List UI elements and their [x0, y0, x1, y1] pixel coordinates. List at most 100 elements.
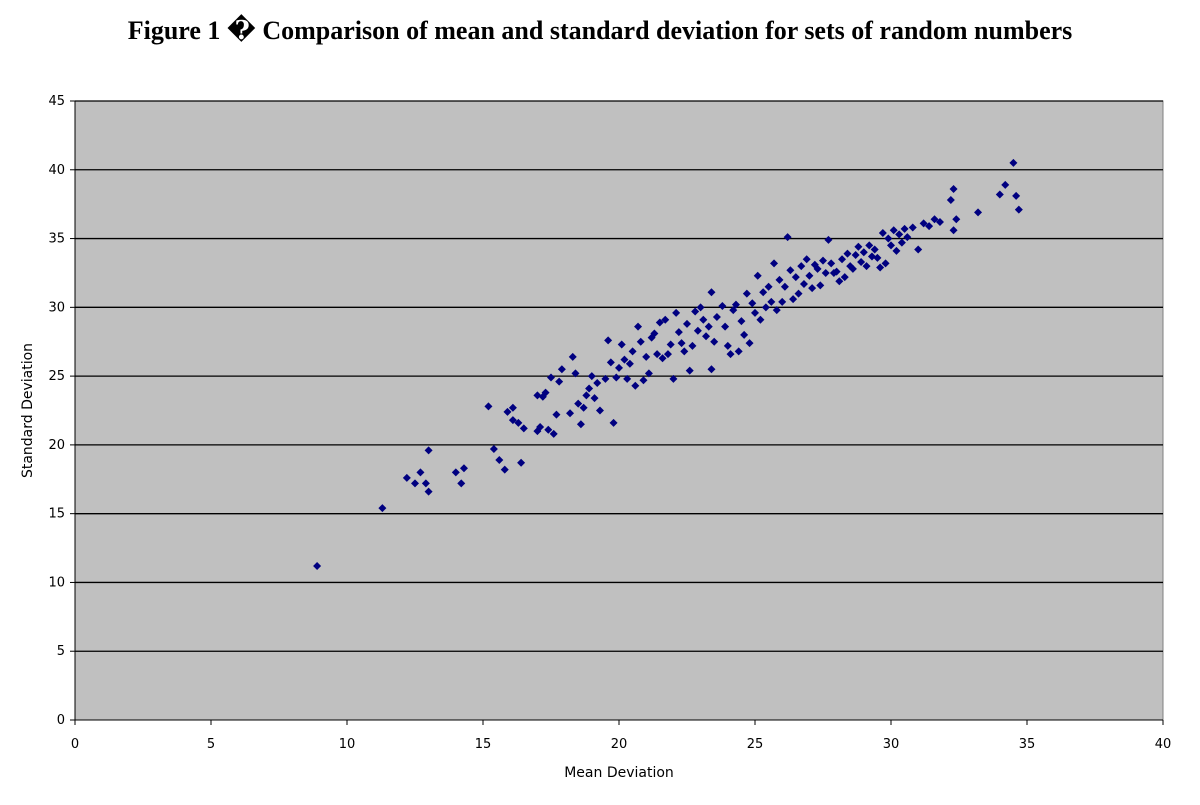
data-point: [691, 307, 700, 316]
data-point: [897, 238, 906, 247]
data-point: [780, 282, 789, 291]
data-point: [949, 185, 958, 194]
data-point: [761, 303, 770, 312]
data-point: [517, 458, 526, 467]
data-point: [544, 425, 553, 434]
data-points: [313, 158, 1023, 570]
data-point: [729, 306, 738, 315]
data-point: [615, 363, 623, 372]
data-point: [402, 473, 411, 482]
data-point: [767, 297, 776, 306]
data-point: [808, 284, 817, 293]
data-point: [707, 288, 716, 297]
data-point: [674, 328, 683, 337]
data-point: [748, 299, 757, 308]
data-point: [650, 329, 659, 338]
x-tick-label: 5: [207, 737, 215, 752]
y-tick-label: 30: [48, 300, 65, 315]
data-point: [576, 420, 585, 429]
data-point: [794, 289, 803, 298]
data-point: [862, 262, 871, 271]
y-tick-label: 10: [48, 575, 65, 590]
data-point: [756, 315, 765, 324]
data-point: [935, 218, 944, 227]
data-point: [731, 300, 740, 309]
data-point: [416, 468, 425, 477]
data-point: [489, 445, 498, 454]
data-point: [819, 256, 827, 265]
data-point: [867, 252, 876, 261]
data-point: [685, 366, 694, 375]
data-point: [495, 456, 504, 465]
grid-lines: [75, 100, 1163, 652]
data-point: [723, 341, 732, 350]
plot-area: [74, 100, 1164, 721]
data-point: [840, 273, 849, 282]
x-tick-label: 30: [883, 737, 900, 752]
data-point: [585, 384, 594, 393]
data-point: [799, 279, 808, 288]
data-point: [805, 271, 814, 280]
data-point: [699, 315, 708, 324]
data-point: [851, 251, 860, 260]
data-point: [549, 429, 558, 438]
x-tick-label: 25: [747, 737, 764, 752]
data-point: [508, 416, 517, 425]
data-point: [655, 318, 664, 327]
data-point: [484, 402, 493, 411]
data-point: [582, 391, 591, 400]
x-tick-label: 15: [475, 737, 492, 752]
data-point: [745, 339, 754, 348]
data-point: [900, 224, 909, 233]
data-point: [813, 264, 822, 273]
data-point: [620, 355, 629, 364]
data-point: [552, 410, 561, 419]
x-tick-label: 20: [611, 737, 628, 752]
data-point: [571, 369, 580, 378]
data-point: [726, 350, 735, 359]
y-tick-label: 45: [48, 94, 65, 109]
data-point: [663, 350, 672, 359]
data-point: [696, 303, 705, 312]
data-point: [672, 308, 681, 317]
x-tick-label: 35: [1019, 737, 1036, 752]
data-point: [547, 373, 555, 382]
data-point: [974, 208, 983, 217]
data-point: [791, 273, 800, 282]
data-point: [424, 446, 433, 455]
data-point: [797, 262, 806, 271]
data-point: [884, 234, 893, 243]
data-point: [751, 308, 759, 317]
data-point: [721, 322, 730, 331]
data-point: [411, 479, 419, 488]
data-point: [737, 317, 746, 326]
data-point: [503, 407, 512, 416]
data-point: [865, 241, 874, 250]
data-point: [821, 268, 830, 277]
data-point: [873, 253, 882, 262]
data-point: [642, 352, 651, 361]
data-point: [789, 295, 798, 304]
data-point: [734, 347, 743, 356]
data-point: [601, 374, 610, 383]
data-point: [669, 374, 678, 383]
data-point: [644, 369, 653, 378]
data-point: [892, 246, 901, 255]
data-point: [587, 372, 596, 381]
data-point: [919, 219, 928, 228]
data-point: [764, 282, 773, 291]
data-point: [816, 281, 825, 290]
data-point: [887, 241, 895, 250]
data-point: [661, 315, 670, 324]
x-tick-label: 10: [339, 737, 356, 752]
data-point: [881, 259, 890, 268]
data-point: [634, 322, 643, 331]
data-point: [848, 264, 857, 273]
data-point: [693, 326, 702, 335]
chart-title: Figure 1 � Comparison of mean and standa…: [127, 16, 1073, 45]
data-point: [710, 337, 719, 346]
data-point: [623, 374, 632, 383]
data-point: [802, 255, 811, 264]
data-point: [568, 352, 577, 361]
